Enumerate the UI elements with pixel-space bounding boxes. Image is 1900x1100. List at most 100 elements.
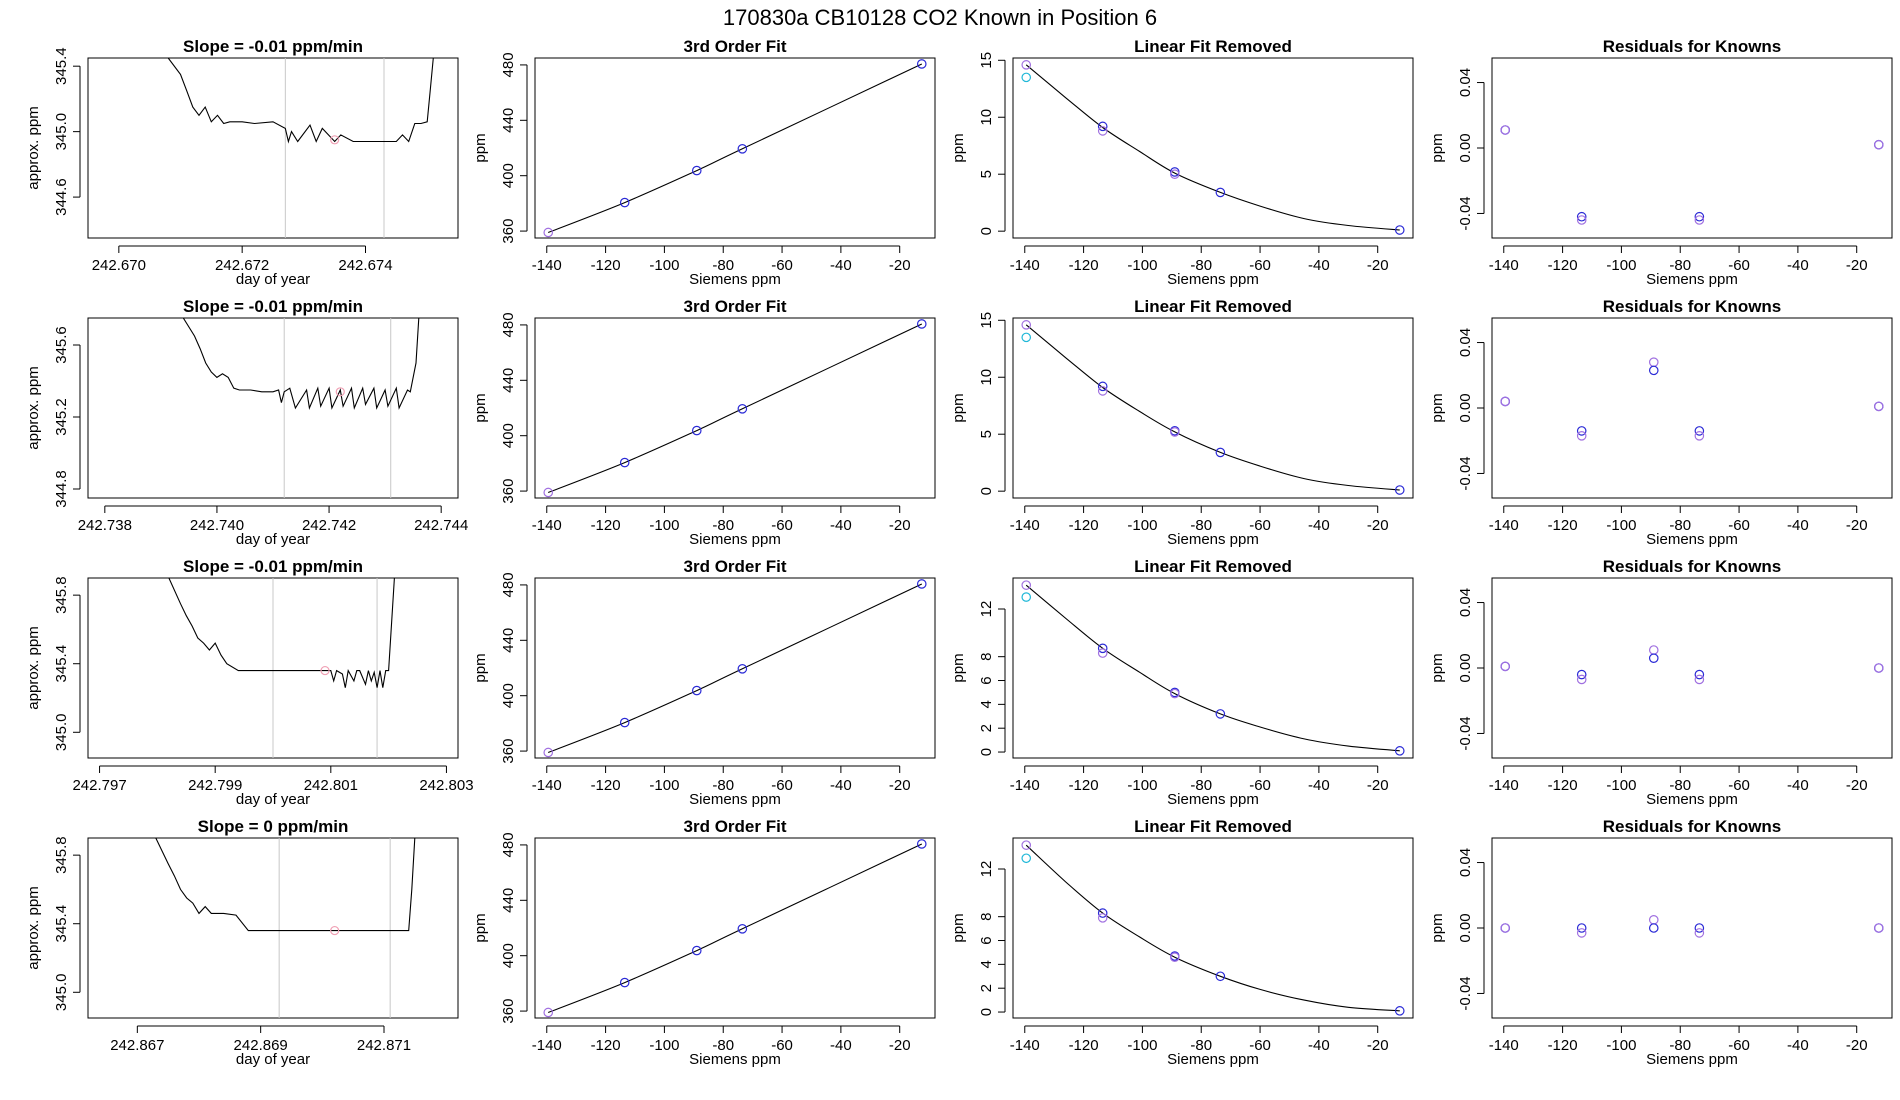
- x-tick-label: -40: [1787, 257, 1809, 274]
- y-axis-label: ppm: [950, 913, 967, 942]
- y-tick-label: 345.8: [53, 836, 70, 874]
- data-point: [1694, 928, 1705, 938]
- ppm-trace-line: [155, 838, 416, 932]
- data-point: [1576, 928, 1587, 938]
- panel-r3-c0: Slope = 0 ppm/min 242.867 242.869 242.871 34…: [25, 817, 459, 1068]
- panel-title: Slope = 0 ppm/min: [198, 817, 349, 836]
- x-axis-label: day of year: [236, 271, 310, 288]
- data-point: [1097, 913, 1108, 923]
- x-tick-label: 242.797: [72, 777, 126, 794]
- x-axis-label: Siemens ppm: [689, 531, 781, 548]
- fit-curve: [1025, 584, 1400, 752]
- data-point: [1394, 485, 1405, 495]
- panel-title: Slope = -0.01 ppm/min: [183, 557, 363, 576]
- x-tick-label: -20: [1367, 257, 1389, 274]
- plot-frame: [1491, 317, 1893, 499]
- y-axis-label: ppm: [1429, 133, 1446, 162]
- data-point: [737, 664, 748, 674]
- x-tick-label: -20: [1846, 257, 1868, 274]
- panel-title: Slope = -0.01 ppm/min: [183, 37, 363, 56]
- x-tick-label: -60: [771, 1037, 793, 1054]
- x-tick-label: -60: [1728, 1037, 1750, 1054]
- data-point: [619, 457, 630, 468]
- panel-r0-c1: 3rd Order Fit -140 -120 -100 -80 -60 -40 -20 360…: [472, 37, 936, 288]
- data-point: [691, 425, 702, 436]
- data-point: [1873, 401, 1884, 412]
- x-tick-label: -140: [1010, 1037, 1040, 1054]
- panel-r3-c3: Residuals for Knowns -140 -120 -100 -80 -60 -4…: [1429, 817, 1893, 1068]
- y-axis-label: approx. ppm: [25, 626, 42, 709]
- plot-frame: [1012, 837, 1414, 1019]
- data-point: [543, 227, 554, 238]
- x-tick-label: 242.869: [234, 1037, 288, 1054]
- y-tick-label: 6: [978, 936, 995, 944]
- x-tick-label: -60: [1728, 517, 1750, 534]
- data-point: [1021, 320, 1032, 330]
- y-tick-label: 0.00: [1457, 393, 1474, 422]
- panel-r3-c1: 3rd Order Fit -140 -120 -100 -80 -60 -40 -20 360…: [472, 817, 936, 1068]
- data-point: [916, 59, 927, 69]
- mean-marker: [330, 925, 340, 936]
- data-point: [1500, 125, 1511, 135]
- panel-r0-c0: Slope = -0.01 ppm/min 242.670 242.672 242.6…: [25, 37, 459, 288]
- x-tick-label: -20: [1846, 517, 1868, 534]
- x-tick-label: -60: [1728, 777, 1750, 794]
- x-tick-label: -80: [1669, 517, 1691, 534]
- x-axis-label: Siemens ppm: [1167, 531, 1259, 548]
- y-tick-label: 10: [978, 109, 995, 126]
- data-point: [1097, 908, 1108, 918]
- x-axis-label: Siemens ppm: [689, 1051, 781, 1068]
- data-point: [1394, 1006, 1405, 1016]
- data-point: [1694, 923, 1705, 933]
- y-tick-label: 360: [500, 739, 517, 764]
- x-tick-label: -20: [889, 1037, 911, 1054]
- plot-data: [1500, 645, 1884, 685]
- plot-data: [1021, 840, 1405, 1016]
- y-tick-label: 0.04: [1457, 588, 1474, 617]
- fit-curve: [547, 583, 923, 754]
- x-tick-label: -40: [830, 257, 852, 274]
- x-axis-label: Siemens ppm: [1167, 791, 1259, 808]
- data-point: [1169, 169, 1180, 180]
- data-point: [1169, 688, 1180, 699]
- x-tick-label: 242.744: [414, 517, 468, 534]
- y-tick-label: -0.04: [1457, 716, 1474, 750]
- x-tick-label: -100: [1606, 257, 1636, 274]
- data-point: [619, 197, 630, 208]
- data-point: [1648, 923, 1659, 933]
- x-axis-label: day of year: [236, 531, 310, 548]
- panel-title: 3rd Order Fit: [684, 817, 787, 836]
- x-tick-label: -20: [1367, 1037, 1389, 1054]
- x-tick-label: -40: [1308, 1037, 1330, 1054]
- y-tick-label: -0.04: [1457, 976, 1474, 1010]
- plot-frame: [87, 837, 459, 1019]
- data-point: [1500, 396, 1511, 407]
- panel-title: Slope = -0.01 ppm/min: [183, 297, 363, 316]
- panel-r2-c2: Linear Fit Removed -140 -120 -100 -80 -60 -40 -…: [950, 557, 1414, 808]
- plot-frame: [534, 57, 936, 239]
- data-point: [1873, 663, 1884, 673]
- x-axis-label: Siemens ppm: [1646, 1051, 1738, 1068]
- data-point: [916, 579, 927, 589]
- y-axis-label: ppm: [1429, 653, 1446, 682]
- y-tick-label: 480: [500, 52, 517, 77]
- data-point: [1021, 60, 1032, 70]
- data-point: [1169, 952, 1180, 963]
- plot-frame: [1012, 577, 1414, 759]
- y-tick-label: 440: [500, 628, 517, 653]
- plot-frame: [1491, 57, 1893, 239]
- x-axis-label: Siemens ppm: [1646, 271, 1738, 288]
- x-tick-label: -20: [1846, 777, 1868, 794]
- y-tick-label: 6: [978, 676, 995, 684]
- ppm-trace-line: [182, 318, 420, 411]
- data-point: [916, 319, 927, 329]
- y-tick-label: 10: [978, 369, 995, 386]
- x-tick-label: 242.674: [338, 257, 392, 274]
- data-point: [1021, 840, 1032, 850]
- y-tick-label: 480: [500, 312, 517, 337]
- plot-data: [543, 319, 927, 498]
- y-axis-label: ppm: [472, 393, 489, 422]
- plot-data: [1500, 357, 1884, 441]
- y-tick-label: 5: [978, 170, 995, 178]
- data-point: [1648, 653, 1659, 663]
